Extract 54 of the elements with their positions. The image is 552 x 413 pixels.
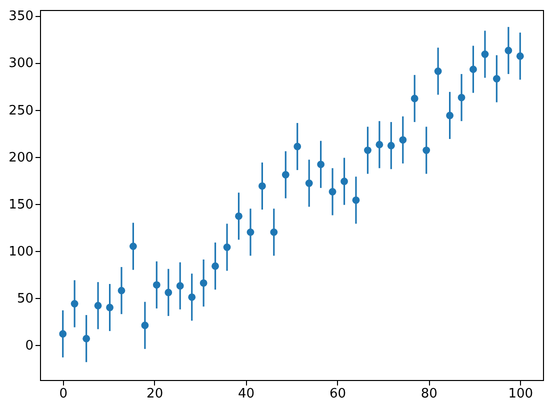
y-tick-label: 200 [8, 150, 34, 166]
point [152, 281, 160, 289]
y-tick-label: 0 [25, 338, 34, 354]
point [446, 112, 454, 120]
point [364, 146, 372, 154]
point [422, 146, 430, 154]
point [492, 75, 500, 82]
point [235, 212, 242, 220]
point [504, 46, 512, 54]
point [200, 279, 208, 287]
point [352, 196, 360, 204]
point [176, 282, 184, 290]
point [270, 228, 278, 236]
point [294, 142, 302, 150]
x-tick-label: 20 [146, 386, 164, 402]
point [70, 300, 78, 308]
y-tick-label: 50 [16, 292, 34, 307]
x-tick-label: 60 [329, 386, 346, 402]
y-tick-label: 350 [8, 9, 34, 24]
x-tick-label: 40 [238, 386, 255, 402]
point [340, 178, 348, 186]
point [328, 188, 336, 196]
point [376, 140, 384, 148]
point [282, 171, 290, 178]
point [129, 242, 137, 250]
point [387, 142, 395, 150]
point [246, 228, 254, 236]
point [106, 304, 114, 312]
x-tick-label: 100 [508, 386, 534, 402]
point [458, 94, 466, 102]
point [434, 67, 442, 75]
point [223, 244, 231, 251]
point [188, 293, 196, 301]
point [141, 322, 149, 330]
point [516, 52, 524, 60]
point [399, 136, 407, 144]
y-tick-label: 250 [8, 103, 34, 118]
point [317, 160, 325, 168]
point [118, 286, 126, 294]
point [82, 334, 90, 342]
point [410, 94, 418, 102]
point [94, 302, 102, 310]
y-tick-label: 100 [8, 244, 34, 260]
point [212, 262, 219, 270]
y-tick-label: 300 [8, 56, 34, 72]
point [481, 50, 489, 58]
y-tick-label: 150 [8, 197, 34, 212]
x-tick-label: 0 [59, 386, 68, 402]
point [470, 66, 477, 74]
point [305, 180, 313, 187]
point [59, 330, 67, 338]
point [258, 182, 266, 190]
point [164, 288, 172, 296]
x-tick-label: 80 [420, 386, 438, 402]
